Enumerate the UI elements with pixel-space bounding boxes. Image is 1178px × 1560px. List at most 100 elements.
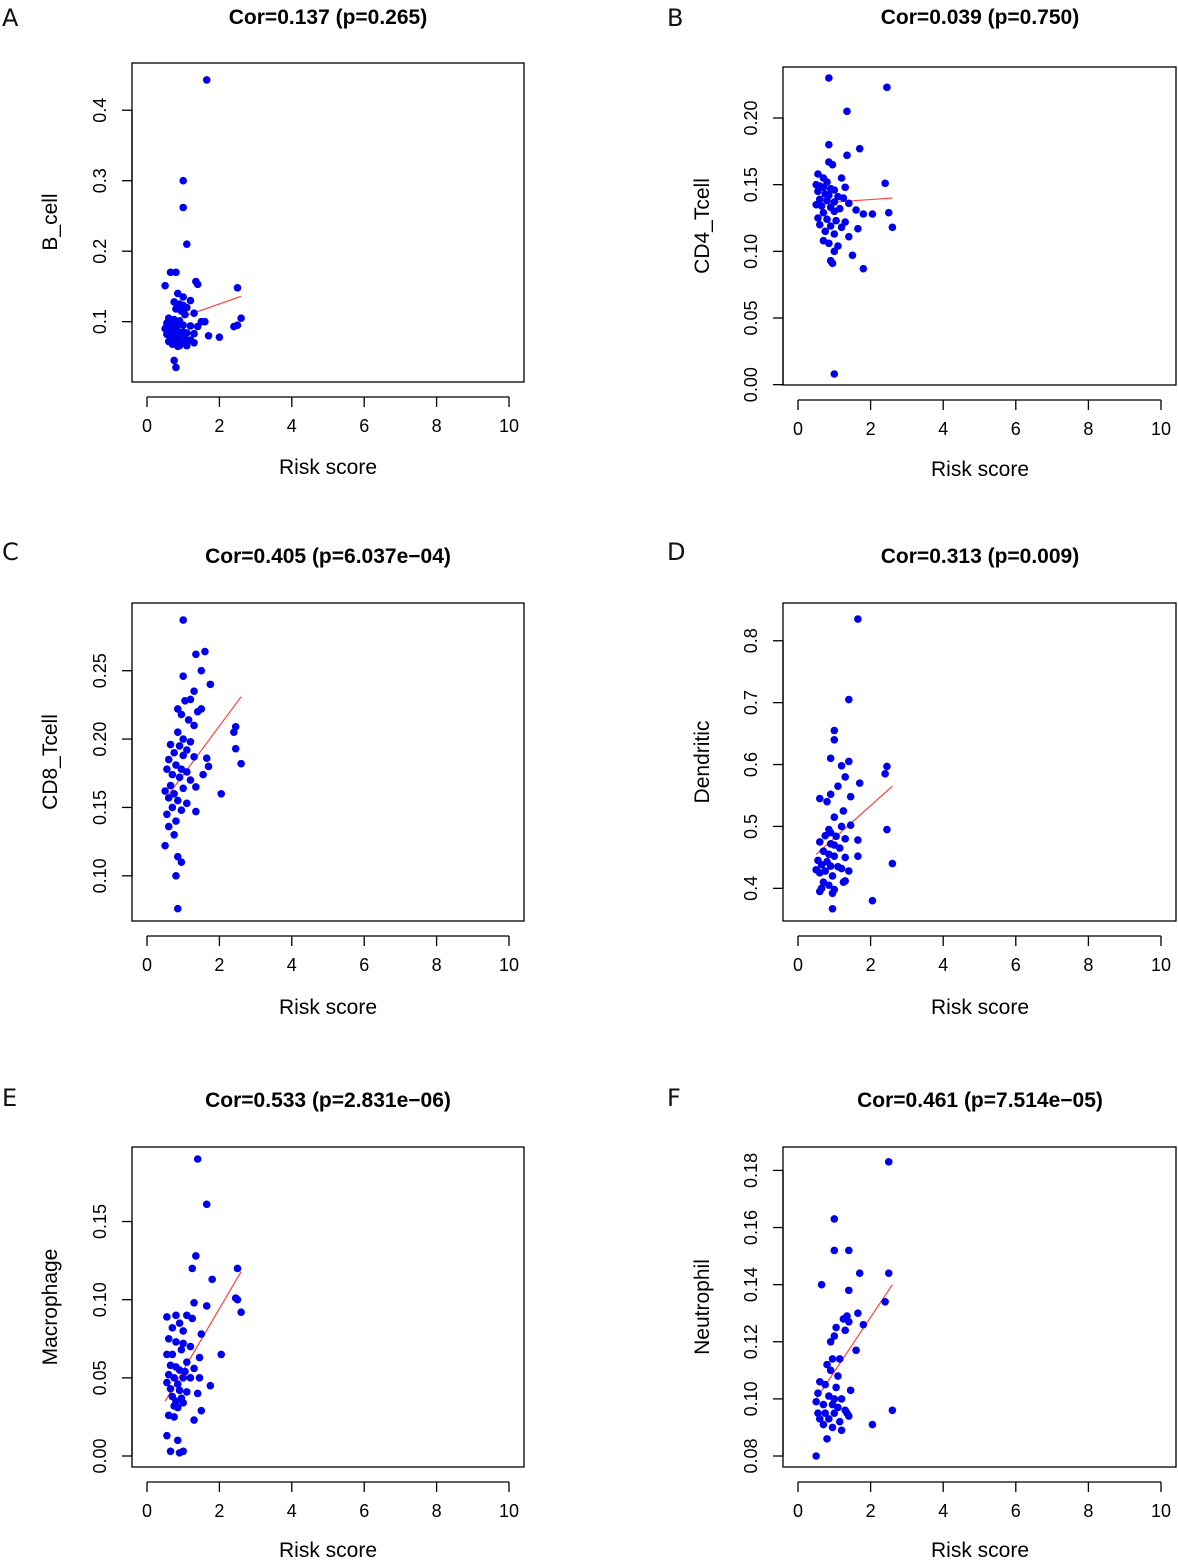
- panel-b-title: Cor=0.039 (p=0.750): [881, 6, 1079, 29]
- data-point: [163, 1313, 171, 1321]
- x-tick-label: 2: [866, 955, 876, 975]
- panel-c-title: Cor=0.405 (p=6.037e−04): [205, 545, 451, 568]
- y-tick-label: 0.15: [90, 790, 110, 825]
- data-point: [852, 1346, 860, 1355]
- data-point: [179, 1399, 187, 1407]
- panel-e-title: Cor=0.533 (p=2.831e−06): [205, 1089, 451, 1112]
- x-tick-label: 2: [214, 416, 224, 436]
- data-point: [202, 76, 211, 84]
- x-tick-label: 8: [432, 1501, 442, 1521]
- data-point: [161, 281, 169, 290]
- data-point: [175, 773, 184, 782]
- data-point: [202, 754, 211, 763]
- data-point: [826, 862, 835, 870]
- data-point: [823, 1435, 831, 1443]
- x-tick-label: 10: [499, 1501, 519, 1521]
- data-point: [828, 259, 837, 268]
- panel-a: A Cor=0.137 (p=0.265) Risk score B_cell …: [2, 4, 525, 479]
- x-tick-label: 10: [499, 955, 519, 975]
- data-point: [815, 1415, 824, 1423]
- data-point: [237, 1308, 245, 1316]
- data-point: [192, 1252, 200, 1260]
- data-point: [195, 1353, 204, 1362]
- data-point: [888, 1406, 897, 1415]
- data-point: [832, 1323, 840, 1332]
- data-point: [204, 331, 213, 340]
- data-point: [819, 208, 828, 217]
- data-point: [819, 183, 828, 192]
- data-point: [199, 770, 207, 779]
- data-point: [815, 887, 824, 896]
- data-point: [186, 776, 195, 784]
- panel-c-y-axis-label: CD8_Tcell: [39, 714, 62, 810]
- data-point: [830, 207, 839, 216]
- data-point: [175, 1449, 184, 1457]
- x-tick-label: 10: [1151, 955, 1171, 975]
- panel-letter-b: B: [667, 4, 683, 32]
- data-point: [830, 726, 839, 735]
- data-point: [193, 1389, 202, 1398]
- data-point: [181, 1367, 189, 1376]
- data-point: [217, 1350, 226, 1359]
- x-tick-label: 6: [1011, 955, 1021, 975]
- y-tick-label: 0.25: [90, 653, 110, 688]
- data-point: [179, 293, 187, 301]
- data-point: [819, 1420, 828, 1429]
- data-point: [164, 794, 173, 802]
- data-point: [179, 203, 187, 212]
- data-point: [179, 784, 187, 793]
- data-point: [825, 239, 833, 248]
- data-point: [855, 1269, 864, 1278]
- data-point: [190, 1416, 198, 1424]
- data-point: [183, 1388, 191, 1396]
- data-point: [161, 841, 169, 850]
- data-point: [830, 186, 839, 194]
- data-point: [814, 1389, 822, 1397]
- y-tick-label: 0.20: [741, 100, 761, 135]
- data-point: [837, 174, 846, 182]
- data-point: [179, 1339, 187, 1348]
- y-tick-label: 0.4: [90, 98, 110, 123]
- data-point: [190, 339, 198, 347]
- panel-letter-c: C: [2, 538, 19, 566]
- data-point: [823, 797, 831, 806]
- panel-e: E Cor=0.533 (p=2.831e−06) Risk score Mac…: [2, 1084, 525, 1560]
- data-point: [845, 1412, 853, 1420]
- data-point: [190, 1299, 198, 1307]
- data-point: [868, 210, 877, 218]
- data-point: [188, 1264, 197, 1273]
- y-tick-label: 0.10: [741, 1381, 761, 1416]
- y-tick-label: 0.15: [90, 1204, 110, 1239]
- data-point: [841, 835, 849, 843]
- data-point: [812, 1397, 820, 1406]
- data-point: [183, 768, 191, 776]
- data-point: [190, 309, 198, 318]
- data-point: [845, 867, 853, 875]
- data-point: [883, 825, 891, 834]
- y-tick-label: 0.12: [741, 1324, 761, 1359]
- data-point: [817, 202, 826, 210]
- data-point: [173, 1436, 182, 1445]
- data-point: [837, 864, 846, 873]
- data-point: [164, 755, 173, 764]
- data-point: [884, 1269, 893, 1278]
- data-point: [170, 789, 178, 798]
- panel-letter-f: F: [667, 1084, 681, 1112]
- data-point: [172, 872, 180, 880]
- data-point: [192, 650, 200, 659]
- panel-d-title: Cor=0.313 (p=0.009): [881, 545, 1079, 568]
- data-point: [884, 208, 893, 217]
- data-point: [823, 178, 831, 186]
- data-point: [819, 1400, 828, 1409]
- data-point: [173, 342, 182, 351]
- data-point: [173, 728, 182, 737]
- data-point: [183, 240, 191, 248]
- data-point: [815, 220, 824, 229]
- data-point: [834, 1403, 842, 1412]
- panel-d: D Cor=0.313 (p=0.009) Risk score Dendrit…: [667, 538, 1177, 1019]
- data-point: [184, 716, 193, 724]
- data-point: [173, 852, 182, 861]
- x-tick-label: 4: [938, 1501, 948, 1521]
- data-point: [859, 264, 868, 273]
